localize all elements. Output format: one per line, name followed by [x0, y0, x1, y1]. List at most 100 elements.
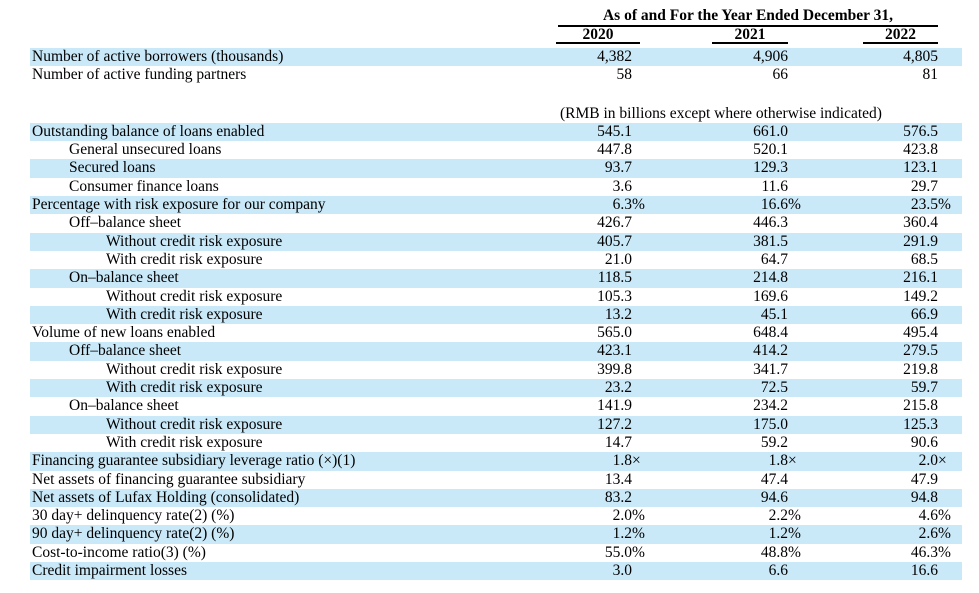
value-number: 16.6: [760, 196, 788, 214]
value-number: 1.8: [768, 452, 788, 470]
value-number: 565.0: [597, 324, 632, 342]
value-suffix: ×: [788, 452, 797, 470]
value-number: 68.5: [910, 250, 938, 268]
value-cell: 234.2: [650, 397, 806, 415]
value-number: 58: [616, 66, 633, 84]
value-number: 83.2: [604, 488, 632, 506]
value-suffix: [938, 251, 956, 269]
value-suffix: ×: [938, 452, 947, 470]
value-cell: 2.2%: [650, 507, 806, 525]
value-cell: 3.0: [450, 562, 650, 580]
value-cell: 3.6: [450, 178, 650, 196]
value-cell: 45.1: [650, 306, 806, 324]
value-cell: 23.5%: [806, 196, 956, 214]
table-row: Credit impairment losses 3.0 6.6 16.6: [30, 562, 962, 581]
value-suffix: %: [632, 525, 645, 543]
value-cell: 72.5: [650, 379, 806, 397]
value-suffix: %: [788, 543, 801, 561]
value-number: 426.7: [597, 214, 632, 232]
row-label: Secured loans: [69, 159, 156, 177]
value-number: 4.6: [918, 507, 938, 525]
table-row: Without credit risk exposure 127.2 175.0 12…: [30, 415, 962, 434]
value-suffix: [938, 416, 956, 434]
value-number: 447.8: [597, 141, 632, 159]
value-cell: 46.3%: [806, 544, 956, 562]
value-cell: 291.9: [806, 233, 956, 251]
row-label: Net assets of Lufax Holding (consolidate…: [32, 488, 300, 506]
table-row: Number of active funding partners 58 66 81: [30, 66, 962, 84]
table-row: Outstanding balance of loans enabled 545.…: [30, 122, 962, 142]
value-suffix: [788, 123, 806, 141]
value-cell: 127.2: [450, 416, 650, 434]
unit-note-row: (RMB in billions except where otherwise …: [30, 105, 962, 123]
table-row: Net assets of financing guarantee subsid…: [30, 471, 962, 489]
value-suffix: [632, 123, 650, 141]
value-number: 46.3: [910, 543, 938, 561]
year-column-header-2022: 2022: [863, 27, 938, 44]
row-label: 30 day+ delinquency rate(2) (%): [32, 507, 235, 525]
value-cell: 414.2: [650, 342, 806, 360]
value-number: 123.1: [903, 159, 938, 177]
value-number: 661.0: [753, 122, 788, 140]
value-cell: 545.1: [450, 123, 650, 141]
value-suffix: %: [938, 507, 951, 525]
value-suffix: [938, 214, 956, 232]
row-label: Off–balance sheet: [69, 214, 182, 232]
value-cell: 1.2%: [650, 525, 806, 543]
value-suffix: [938, 159, 956, 177]
value-suffix: [788, 306, 806, 324]
value-suffix: [938, 141, 956, 159]
value-number: 291.9: [903, 232, 938, 250]
value-suffix: [938, 562, 956, 580]
table-row: Number of active borrowers (thousands) 4,…: [30, 48, 962, 67]
value-suffix: [632, 342, 650, 360]
table-row: Percentage with risk exposure for our co…: [30, 196, 962, 215]
value-number: 127.2: [597, 415, 632, 433]
value-cell: 219.8: [806, 361, 956, 379]
value-number: 11.6: [761, 177, 788, 195]
value-cell: 125.3: [806, 416, 956, 434]
value-suffix: %: [938, 543, 951, 561]
value-number: 45.1: [760, 305, 788, 323]
row-label: Financing guarantee subsidiary leverage …: [32, 452, 356, 470]
value-number: 4,382: [597, 48, 632, 65]
value-cell: 576.5: [806, 123, 956, 141]
value-number: 1.2: [612, 525, 632, 543]
value-number: 105.3: [597, 287, 632, 305]
table-row: Financing guarantee subsidiary leverage …: [30, 452, 962, 471]
value-suffix: [632, 306, 650, 324]
table-row: 30 day+ delinquency rate(2) (%) 2.0% 2.2% 4…: [30, 507, 962, 525]
row-label: Without credit risk exposure: [106, 415, 283, 433]
value-cell: 93.7: [450, 159, 650, 177]
value-cell: 341.7: [650, 361, 806, 379]
value-number: 381.5: [753, 232, 788, 250]
value-number: 55.0: [604, 543, 632, 561]
value-cell: 16.6: [806, 562, 956, 580]
value-cell: 83.2: [450, 489, 650, 507]
value-suffix: [788, 48, 806, 66]
table-row: Off–balance sheet 426.7 446.3 360.4: [30, 214, 962, 232]
row-label: On–balance sheet: [69, 269, 179, 287]
value-number: 2.2: [768, 507, 788, 525]
value-cell: 14.7: [450, 434, 650, 452]
value-cell: 426.7: [450, 214, 650, 232]
value-suffix: [632, 214, 650, 232]
value-number: 446.3: [753, 214, 788, 232]
table-row: With credit risk exposure 21.0 64.7 68.5: [30, 251, 962, 269]
value-cell: 59.7: [806, 379, 956, 397]
row-label: Without credit risk exposure: [106, 287, 283, 305]
value-number: 23.2: [604, 379, 632, 397]
value-cell: 216.1: [806, 269, 956, 287]
table-row: Secured loans 93.7 129.3 123.1: [30, 159, 962, 178]
value-suffix: [938, 489, 956, 507]
value-cell: 81: [806, 66, 956, 84]
value-number: 48.8: [760, 543, 788, 561]
row-label: Without credit risk exposure: [106, 232, 283, 250]
table-rows: Number of active borrowers (thousands) 4,…: [30, 48, 962, 581]
table-row: Cost-to-income ratio(3) (%) 55.0% 48.8% 46.…: [30, 544, 962, 562]
value-cell: 55.0%: [450, 544, 650, 562]
value-cell: 94.8: [806, 489, 956, 507]
value-number: 4,805: [903, 48, 938, 65]
value-suffix: [788, 251, 806, 269]
value-suffix: [632, 251, 650, 269]
